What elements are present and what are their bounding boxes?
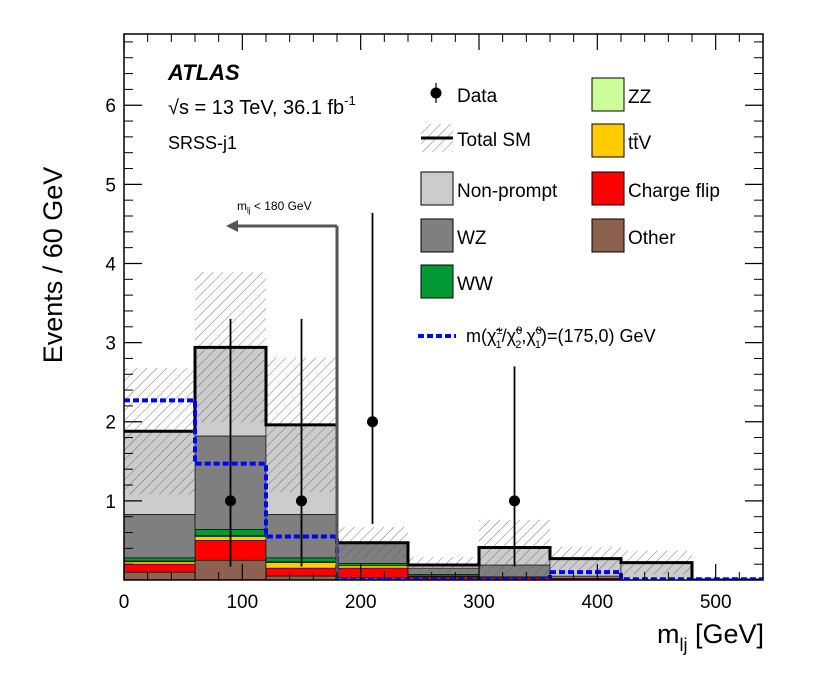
bar-wz-bin-6 [549,575,622,579]
x-tick-label: 300 [463,592,495,613]
bar-charge-flip-bin-2 [265,567,338,577]
cut-arrow-label: mlj < 180 GeV [237,199,312,215]
y-tick-label: 5 [105,175,116,196]
experiment-label: ATLAS [167,60,240,85]
legend-item-non-prompt: Non-prompt [420,171,558,206]
data-point-3 [509,495,520,507]
region-label: SRSS-j1 [168,133,237,153]
legend-item-ttv: tt̄V [591,123,652,158]
legend-label-ttv: tt̄V [628,133,652,154]
legend-item-other: Other [591,218,676,253]
x-tick-label: 0 [119,592,130,613]
legend-data-marker [430,87,442,99]
y-axis-label: Events / 60 GeV [38,167,68,364]
legend-label-signal: m(χ̃± 1/χ̃0 2,χ̃0 1)=(175,0) GeV [466,325,656,351]
legend: Data Total SM Non-prompt WZ WW ZZ tt̄V [418,77,720,351]
y-tick-label: 1 [105,492,116,513]
legend-label-other: Other [628,228,676,249]
data-points-group [225,212,520,567]
cut-arrow: mlj < 180 GeV [226,199,339,580]
y-tick-label: 2 [105,413,116,434]
legend-label-zz: ZZ [628,87,652,108]
y-tick-label: 6 [105,96,116,117]
data-point-1 [296,495,307,507]
x-tick-label: 400 [581,592,613,613]
energy-lumi-label: √s = 13 TeV, 36.1 fb-1 [168,93,356,119]
legend-item-wz: WZ [420,218,487,253]
total-sm-line [124,345,763,580]
x-axis-label: mlj [GeV] [657,619,764,655]
bar-wz-bin-0 [124,514,196,559]
axes: 0 100 200 300 400 500 1 2 3 4 5 6 [105,34,763,613]
legend-label-charge-flip: Charge flip [628,181,720,202]
bar-charge-flip-bin-3 [336,567,409,578]
x-tick-label: 100 [226,592,258,613]
legend-item-zz: ZZ [591,77,652,112]
legend-label-wz: WZ [457,228,487,249]
legend-label-non-prompt: Non-prompt [457,181,558,202]
x-tick-label: 500 [700,592,732,613]
cut-arrow-head [226,220,238,232]
y-tick-label: 3 [105,334,116,355]
total-sm-line-group [124,345,763,580]
legend-label-ww: WW [457,274,493,295]
data-point-2 [367,416,378,428]
legend-item-total-sm: Total SM [421,124,531,152]
bar-ttv-bin-0 [124,561,196,565]
plot-frame [123,33,764,581]
bar-charge-flip-bin-0 [124,563,196,573]
bar-ttv-bin-3 [336,565,409,569]
legend-item-ww: WW [420,264,493,299]
y-tick-label: 4 [105,254,116,275]
legend-item-signal: m(χ̃± 1/χ̃0 2,χ̃0 1)=(175,0) GeV [418,325,656,351]
legend-label-data: Data [457,86,498,107]
bar-ww-bin-0 [124,557,196,562]
bar-ww-bin-3 [336,563,409,567]
bar-other-bin-0 [124,571,196,580]
legend-item-data: Data [430,83,498,107]
x-tick-label: 200 [345,592,377,613]
legend-label-total-sm: Total SM [457,130,531,151]
data-point-0 [225,495,236,507]
legend-item-charge-flip: Charge flip [591,171,720,206]
